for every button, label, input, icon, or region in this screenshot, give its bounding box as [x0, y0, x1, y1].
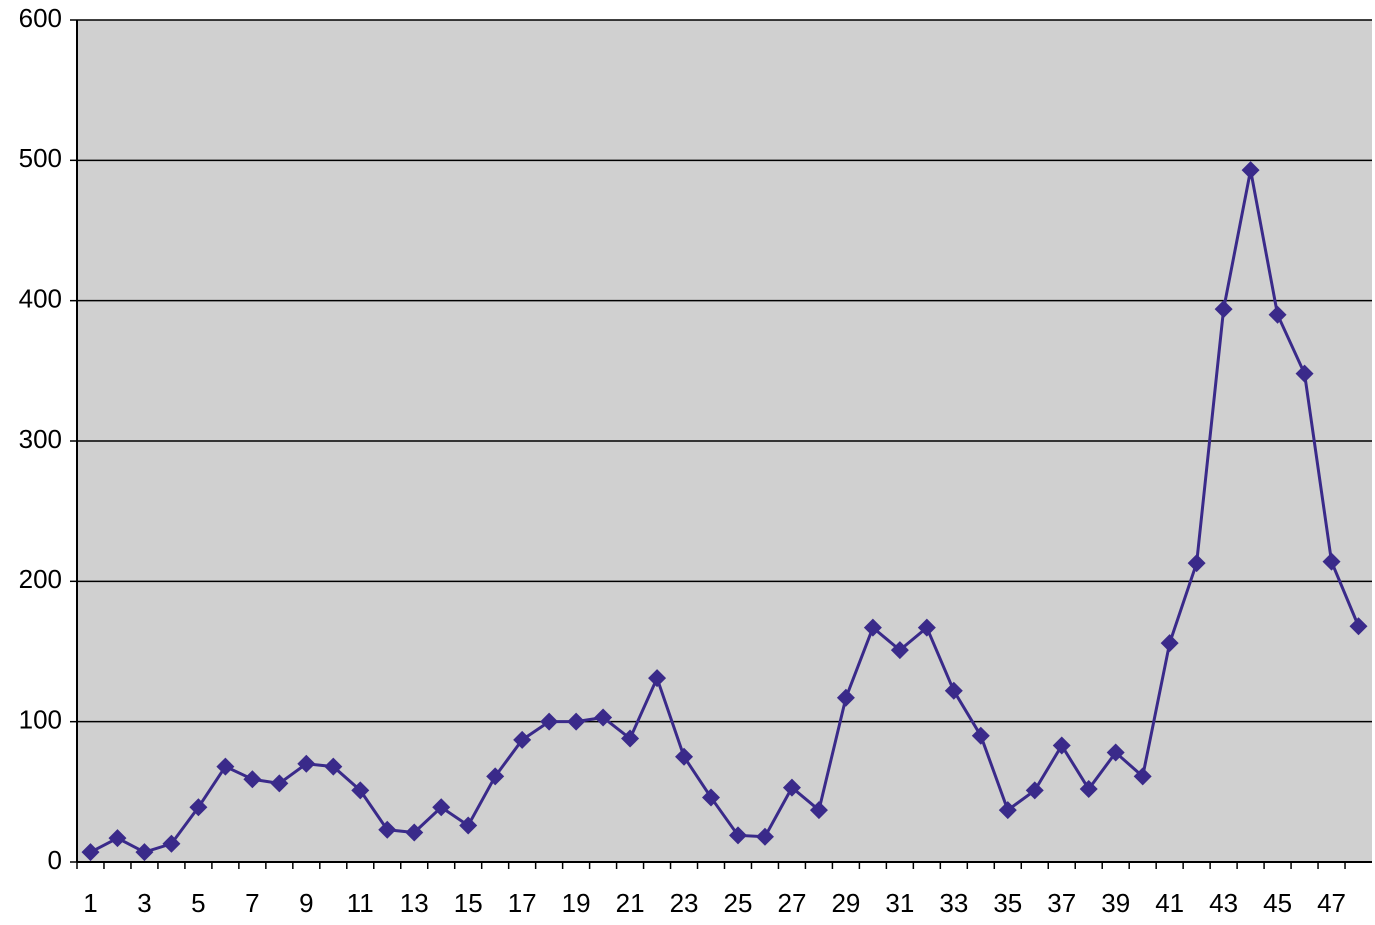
data-marker: [1187, 554, 1206, 573]
data-marker: [1052, 736, 1071, 755]
y-tick-label: 0: [48, 845, 62, 875]
data-marker: [432, 798, 451, 817]
data-marker: [1295, 364, 1314, 383]
x-tick-label: 11: [347, 888, 374, 918]
data-marker: [216, 757, 235, 776]
x-tick-label: 37: [1047, 888, 1076, 918]
data-marker: [728, 826, 747, 845]
x-tick-label: 7: [245, 888, 259, 918]
data-marker: [1160, 634, 1179, 653]
x-tick-label: 27: [777, 888, 806, 918]
x-tick-label: 1: [83, 888, 97, 918]
data-marker: [1268, 305, 1287, 324]
x-tick-label: 43: [1209, 888, 1238, 918]
data-marker: [108, 829, 127, 848]
data-marker: [324, 757, 343, 776]
data-marker: [270, 774, 289, 793]
x-tick-label: 39: [1101, 888, 1130, 918]
x-tick-label: 35: [993, 888, 1022, 918]
data-marker: [971, 726, 990, 745]
data-marker: [243, 770, 262, 789]
x-tick-label: 47: [1317, 888, 1346, 918]
data-marker: [1079, 780, 1098, 799]
data-marker: [863, 618, 882, 637]
y-tick-label: 600: [19, 3, 62, 33]
x-tick-label: 33: [939, 888, 968, 918]
y-tick-label: 100: [19, 705, 62, 735]
x-tick-label: 31: [885, 888, 914, 918]
data-marker: [513, 730, 532, 749]
x-tick-label: 45: [1263, 888, 1292, 918]
x-tick-label: 41: [1155, 888, 1184, 918]
data-marker: [702, 788, 721, 807]
x-tick-label: 17: [508, 888, 537, 918]
data-marker: [189, 798, 208, 817]
data-marker: [1241, 161, 1260, 180]
x-tick-label: 19: [562, 888, 591, 918]
data-marker: [459, 816, 478, 835]
data-marker: [594, 708, 613, 727]
data-marker: [998, 801, 1017, 820]
x-tick-label: 29: [831, 888, 860, 918]
x-tick-label: 9: [299, 888, 313, 918]
y-tick-label: 500: [19, 143, 62, 173]
data-marker: [567, 712, 586, 731]
data-marker: [621, 729, 640, 748]
data-marker: [540, 712, 559, 731]
data-marker: [135, 843, 154, 862]
x-tick-label: 25: [724, 888, 753, 918]
x-tick-label: 23: [670, 888, 699, 918]
data-marker: [162, 834, 181, 853]
x-tick-label: 3: [137, 888, 151, 918]
data-marker: [405, 823, 424, 842]
x-tick-label: 13: [400, 888, 429, 918]
data-marker: [836, 688, 855, 707]
data-marker: [809, 801, 828, 820]
y-tick-label: 200: [19, 564, 62, 594]
data-marker: [648, 669, 667, 688]
data-marker: [917, 618, 936, 637]
data-marker: [486, 767, 505, 786]
data-marker: [675, 747, 694, 766]
data-marker: [1214, 300, 1233, 319]
y-tick-label: 300: [19, 424, 62, 454]
data-marker: [1133, 767, 1152, 786]
data-marker: [1322, 552, 1341, 571]
data-marker: [81, 843, 100, 862]
data-marker: [378, 820, 397, 839]
x-tick-label: 5: [191, 888, 205, 918]
data-marker: [297, 754, 316, 773]
y-tick-label: 400: [19, 284, 62, 314]
data-marker: [782, 778, 801, 797]
data-marker: [351, 781, 370, 800]
data-marker: [944, 681, 963, 700]
x-tick-label: 21: [616, 888, 645, 918]
data-marker: [890, 641, 909, 660]
x-tick-label: 15: [454, 888, 483, 918]
data-marker: [755, 827, 774, 846]
data-marker: [1349, 617, 1368, 636]
data-marker: [1106, 743, 1125, 762]
data-marker: [1025, 781, 1044, 800]
